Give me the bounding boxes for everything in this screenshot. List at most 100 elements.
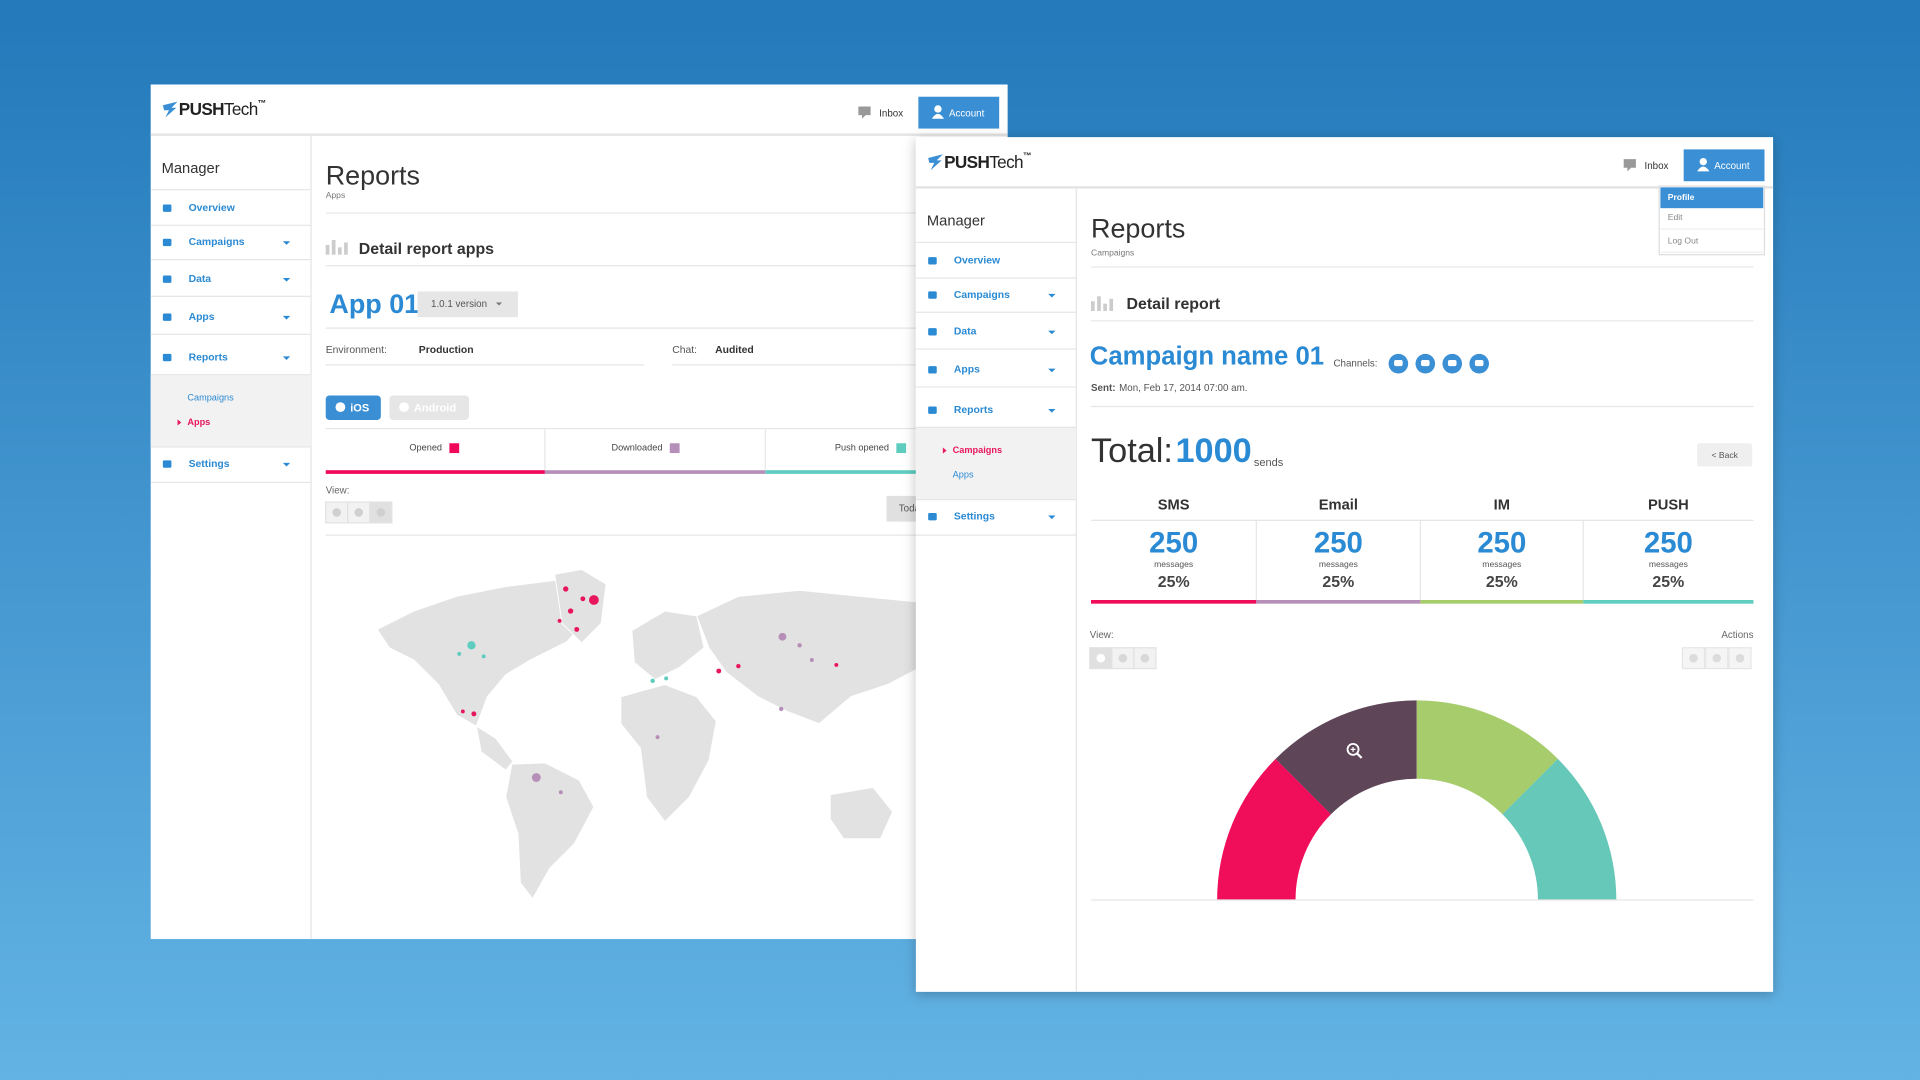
menu-item[interactable]: Apps bbox=[954, 365, 980, 376]
logo-brand: PUSH bbox=[179, 99, 224, 119]
account-menu-item[interactable]: Log Out bbox=[1668, 235, 1699, 245]
inbox-link[interactable]: Inbox bbox=[1644, 161, 1668, 172]
action-icon bbox=[1712, 653, 1722, 663]
map-dot bbox=[779, 706, 784, 712]
menu-item[interactable]: Campaigns bbox=[189, 237, 245, 248]
map-dot bbox=[655, 735, 660, 740]
sent-line: Sent: Mon, Feb 17, 2014 07:00 am. bbox=[1091, 383, 1247, 394]
map-dot bbox=[797, 643, 802, 648]
platform-label[interactable]: Android bbox=[414, 402, 456, 414]
total-unit: sends bbox=[1254, 457, 1284, 469]
tab-swatch bbox=[449, 443, 460, 454]
channels-label: Channels: bbox=[1333, 358, 1377, 369]
platform-label[interactable]: iOS bbox=[350, 402, 369, 414]
view-label: View: bbox=[326, 486, 350, 497]
account-label[interactable]: Account bbox=[949, 108, 985, 119]
donut-segment[interactable] bbox=[1416, 700, 1558, 815]
submenu-item[interactable]: Apps bbox=[187, 417, 210, 427]
page-title: Reports bbox=[326, 161, 420, 191]
account-menu-item[interactable]: Edit bbox=[1668, 212, 1683, 222]
section-icon bbox=[344, 242, 348, 255]
menu-caret bbox=[282, 462, 291, 467]
map-dot bbox=[574, 626, 580, 632]
section-icon bbox=[1109, 298, 1114, 312]
version-label[interactable]: 1.0.1 version bbox=[431, 299, 487, 310]
stat-value: 250 bbox=[1477, 527, 1526, 560]
menu-item[interactable]: Overview bbox=[954, 256, 1001, 267]
stat-name: SMS bbox=[1158, 498, 1190, 514]
tab-label[interactable]: Push opened bbox=[835, 443, 889, 453]
sidebar-title: Manager bbox=[162, 161, 220, 177]
account-button[interactable] bbox=[1683, 149, 1765, 182]
menu-icon bbox=[928, 513, 937, 521]
map-dot bbox=[567, 608, 574, 614]
menu-icon bbox=[928, 257, 937, 265]
account-menu-item[interactable]: Profile bbox=[1668, 192, 1695, 202]
menu-item[interactable]: Settings bbox=[954, 511, 995, 522]
zoom-icon bbox=[1346, 742, 1360, 756]
submenu-item[interactable]: Campaigns bbox=[187, 392, 234, 402]
menu-caret bbox=[282, 315, 291, 320]
campaign-name: Campaign name 01 bbox=[1090, 342, 1324, 370]
account-icon bbox=[931, 113, 945, 119]
back-button[interactable] bbox=[1697, 443, 1753, 467]
version-dropdown[interactable] bbox=[417, 291, 518, 318]
total-value: 1000 bbox=[1176, 432, 1252, 470]
tab-swatch bbox=[896, 443, 907, 454]
menu-item[interactable]: Campaigns bbox=[954, 290, 1010, 301]
view-label: View: bbox=[1090, 630, 1114, 641]
zoom-icon bbox=[1350, 746, 1356, 752]
menu-item[interactable]: Settings bbox=[189, 459, 230, 470]
logo-suffix: Tech bbox=[989, 151, 1023, 171]
menu-item[interactable]: Data bbox=[954, 327, 977, 338]
section-icon bbox=[1091, 301, 1095, 312]
view-toggle-icon bbox=[1118, 653, 1128, 663]
menu-caret bbox=[1048, 368, 1056, 373]
field-label: Chat: bbox=[672, 345, 697, 356]
stat-name: PUSH bbox=[1648, 498, 1689, 514]
account-label[interactable]: Account bbox=[1714, 161, 1750, 172]
action-icon bbox=[1689, 653, 1698, 663]
logo: PUSHTech™ bbox=[944, 151, 1031, 171]
platform-button[interactable] bbox=[389, 395, 469, 420]
menu-item[interactable]: Reports bbox=[954, 405, 993, 416]
map-land bbox=[631, 610, 705, 681]
submenu-item[interactable]: Apps bbox=[953, 470, 974, 480]
logo-mark: ™ bbox=[1023, 151, 1031, 161]
donut-segment[interactable] bbox=[1217, 758, 1332, 900]
logo-suffix: Tech bbox=[224, 99, 258, 119]
platform-icon bbox=[335, 402, 346, 413]
logo-icon bbox=[162, 101, 178, 118]
sidebar-title: Manager bbox=[927, 214, 985, 230]
field-label: Environment: bbox=[326, 345, 387, 356]
menu-item[interactable]: Overview bbox=[189, 203, 236, 214]
logo-mark: ™ bbox=[258, 98, 266, 108]
tab-label[interactable]: Opened bbox=[409, 443, 442, 453]
stat-percent: 25% bbox=[1486, 574, 1518, 591]
field-value: Audited bbox=[715, 345, 754, 356]
menu-item[interactable]: Apps bbox=[189, 312, 215, 323]
zoom-icon bbox=[1356, 752, 1363, 759]
submenu-item[interactable]: Campaigns bbox=[953, 445, 1002, 455]
donut-segment[interactable] bbox=[1275, 700, 1417, 815]
platform-button[interactable] bbox=[325, 395, 381, 420]
menu-icon bbox=[162, 460, 172, 468]
donut-segment[interactable] bbox=[1502, 758, 1617, 900]
view-toggle-icon bbox=[1096, 653, 1106, 663]
tab-label[interactable]: Downloaded bbox=[611, 443, 662, 453]
actions-label: Actions bbox=[1721, 630, 1753, 641]
back-label[interactable]: < Back bbox=[1711, 450, 1738, 460]
account-button[interactable] bbox=[918, 96, 1000, 129]
stat-value: 250 bbox=[1149, 527, 1198, 560]
menu-item[interactable]: Reports bbox=[189, 352, 228, 363]
map-dot bbox=[531, 773, 541, 782]
today-label[interactable]: Today bbox=[899, 503, 925, 514]
inbox-link[interactable]: Inbox bbox=[879, 108, 903, 119]
logo-brand: PUSH bbox=[944, 151, 989, 171]
menu-item[interactable]: Data bbox=[189, 274, 212, 285]
map-land bbox=[505, 762, 595, 900]
map-dot bbox=[481, 654, 486, 659]
